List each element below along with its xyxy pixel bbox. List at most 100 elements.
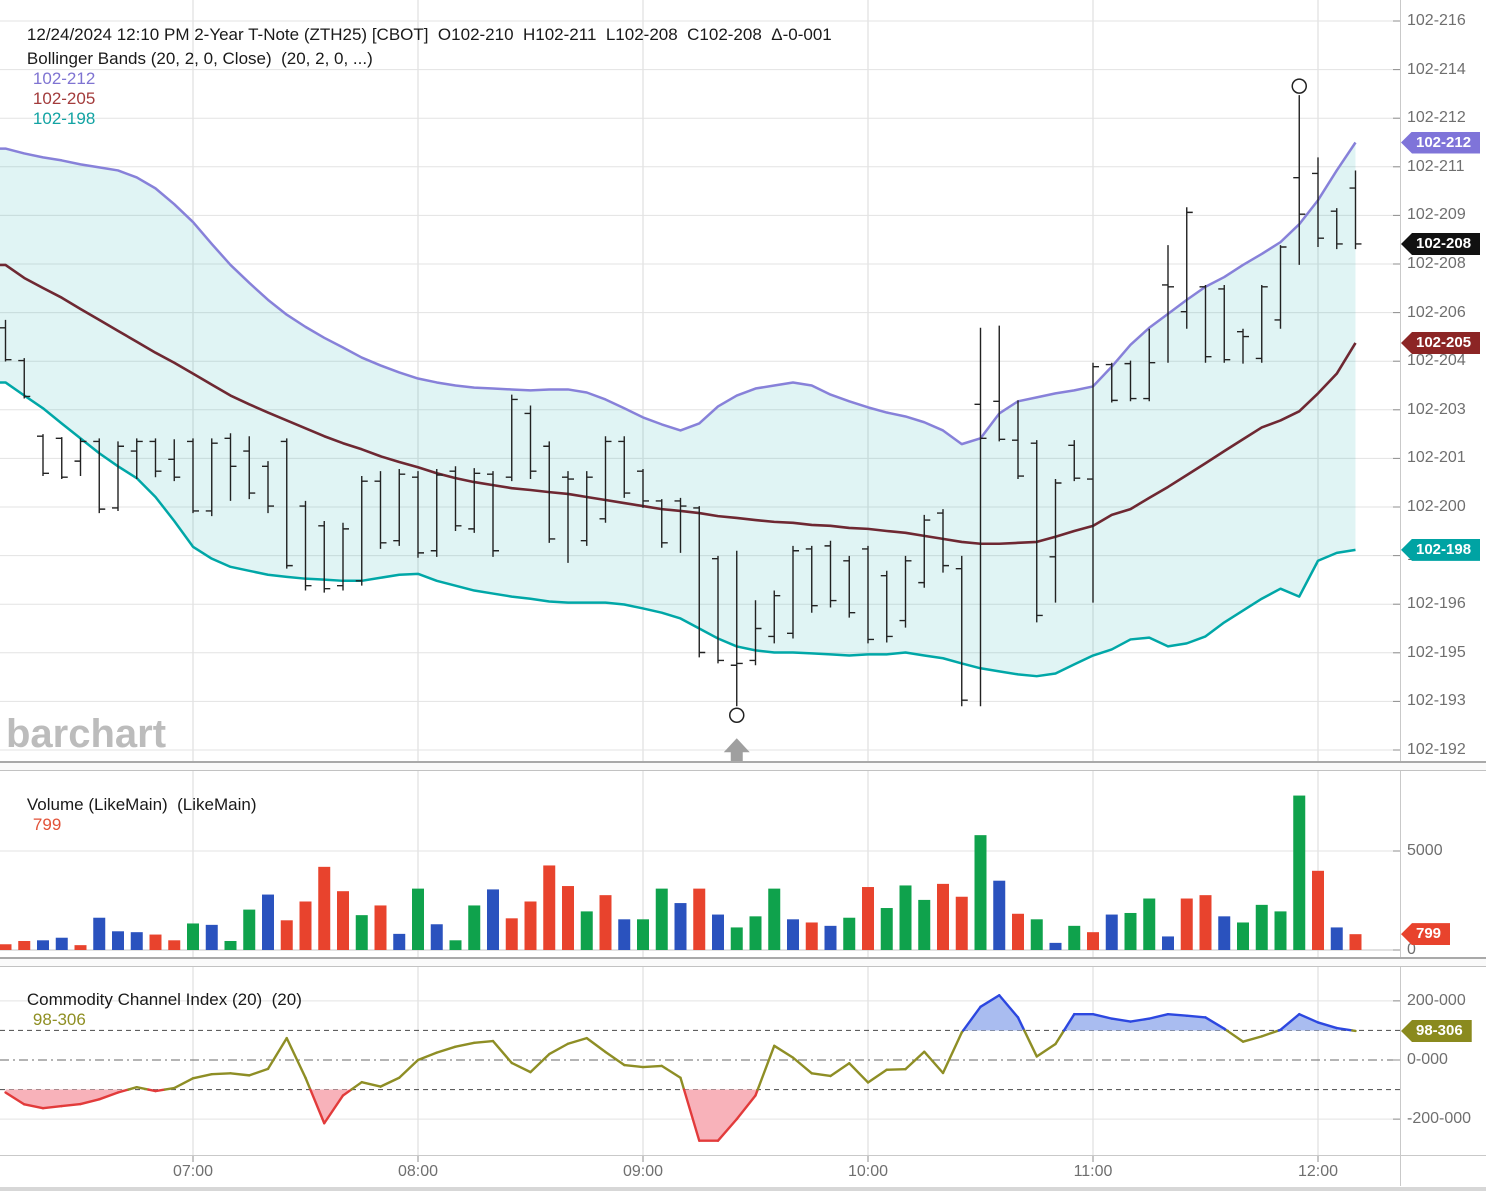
volume-bar[interactable] xyxy=(505,918,518,950)
ohlc-bar[interactable] xyxy=(1105,362,1118,403)
ohlc-bar[interactable] xyxy=(899,555,912,628)
ohlc-bar[interactable] xyxy=(393,469,406,546)
ohlc-bar[interactable] xyxy=(1012,400,1024,480)
volume-bar[interactable] xyxy=(55,937,68,950)
volume-bar[interactable] xyxy=(1199,895,1212,950)
ohlc-bar[interactable] xyxy=(1162,245,1174,363)
volume-bar[interactable] xyxy=(899,885,912,950)
ohlc-bar[interactable] xyxy=(787,545,799,639)
volume-bar[interactable] xyxy=(937,883,949,950)
ohlc-bar[interactable] xyxy=(937,509,949,573)
volume-bar[interactable] xyxy=(18,940,31,950)
volume-bar[interactable] xyxy=(993,880,1006,950)
volume-bar[interactable] xyxy=(637,919,649,950)
volume-bar[interactable] xyxy=(805,922,818,950)
price-bars[interactable] xyxy=(0,95,1362,707)
volume-bar[interactable] xyxy=(580,911,593,950)
ohlc-bar[interactable] xyxy=(337,522,349,591)
volume-bar[interactable] xyxy=(974,835,987,950)
volume-bar[interactable] xyxy=(768,888,781,950)
volume-bar[interactable] xyxy=(618,919,631,950)
volume-bar[interactable] xyxy=(149,934,162,950)
ohlc-bar[interactable] xyxy=(1030,440,1043,623)
volume-bar[interactable] xyxy=(1105,914,1118,950)
volume-bar[interactable] xyxy=(1330,927,1343,950)
ohlc-bar[interactable] xyxy=(318,520,331,593)
volume-bar[interactable] xyxy=(1087,932,1099,950)
ohlc-bar[interactable] xyxy=(149,438,162,478)
ohlc-bar[interactable] xyxy=(1087,362,1099,603)
bollinger-legend[interactable]: Bollinger Bands (20, 2, 0, Close) (20, 2… xyxy=(8,29,373,149)
ohlc-bar[interactable] xyxy=(468,468,481,533)
ohlc-bar[interactable] xyxy=(768,590,781,644)
ohlc-bar[interactable] xyxy=(712,555,724,664)
ohlc-bar[interactable] xyxy=(543,441,556,543)
volume-legend[interactable]: Volume (LikeMain) (LikeMain) 799 xyxy=(8,775,257,855)
cci-legend[interactable]: Commodity Channel Index (20) (20) 98-306 xyxy=(8,970,302,1050)
ohlc-bar[interactable] xyxy=(262,461,274,514)
volume-bar[interactable] xyxy=(224,940,237,950)
volume-bar[interactable] xyxy=(1293,795,1306,950)
volume-bar[interactable] xyxy=(1255,904,1268,950)
volume-bar[interactable] xyxy=(112,931,124,950)
ohlc-bar[interactable] xyxy=(280,438,293,569)
ohlc-bar[interactable] xyxy=(130,438,143,480)
ohlc-bar[interactable] xyxy=(1180,207,1193,329)
volume-bar[interactable] xyxy=(1180,898,1193,950)
ohlc-bar[interactable] xyxy=(880,570,893,643)
volume-bar[interactable] xyxy=(712,914,724,950)
ohlc-bar[interactable] xyxy=(824,540,837,608)
ohlc-bar[interactable] xyxy=(655,499,668,548)
volume-bar[interactable] xyxy=(599,895,612,950)
volume-bar[interactable] xyxy=(299,901,312,950)
volume-bar[interactable] xyxy=(1274,911,1287,950)
volume-bar[interactable] xyxy=(1349,934,1362,950)
volume-bar[interactable] xyxy=(655,888,668,950)
ohlc-bar[interactable] xyxy=(1218,284,1231,363)
ohlc-bar[interactable] xyxy=(1143,328,1156,402)
volume-bar[interactable] xyxy=(862,887,874,950)
volume-bar[interactable] xyxy=(1049,942,1062,950)
ohlc-bar[interactable] xyxy=(1049,479,1062,603)
ohlc-bar[interactable] xyxy=(1255,284,1268,363)
volume-bar[interactable] xyxy=(430,924,443,950)
volume-bar[interactable] xyxy=(1162,936,1174,950)
ohlc-bar[interactable] xyxy=(112,441,124,511)
ohlc-bar[interactable] xyxy=(505,394,518,482)
ohlc-bar[interactable] xyxy=(805,545,818,613)
ohlc-bar[interactable] xyxy=(1312,157,1324,247)
ohlc-bar[interactable] xyxy=(0,319,12,362)
panel-separator-volume[interactable] xyxy=(0,761,1486,771)
ohlc-bar[interactable] xyxy=(1349,170,1362,250)
ohlc-bar[interactable] xyxy=(37,434,49,477)
volume-bar[interactable] xyxy=(355,915,368,950)
volume-bar[interactable] xyxy=(824,925,837,950)
ohlc-bar[interactable] xyxy=(449,466,462,531)
volume-bar[interactable] xyxy=(37,940,49,950)
cci-plot[interactable] xyxy=(0,994,1400,1142)
ohlc-bar[interactable] xyxy=(487,471,499,557)
ohlc-bar[interactable] xyxy=(1124,360,1137,402)
volume-bar[interactable] xyxy=(374,905,387,950)
ohlc-bar[interactable] xyxy=(299,500,312,591)
volume-bar[interactable] xyxy=(543,865,556,950)
ohlc-bar[interactable] xyxy=(993,325,1006,442)
ohlc-bar[interactable] xyxy=(580,471,593,546)
ohlc-bar[interactable] xyxy=(205,438,218,517)
ohlc-bar[interactable] xyxy=(355,476,368,586)
volume-bar[interactable] xyxy=(1124,912,1137,950)
volume-bar[interactable] xyxy=(1237,922,1249,950)
ohlc-bar[interactable] xyxy=(1068,440,1081,482)
volume-bar[interactable] xyxy=(843,917,856,950)
ohlc-bar[interactable] xyxy=(730,550,743,707)
volume-bar[interactable] xyxy=(1218,916,1231,950)
volume-bars[interactable] xyxy=(0,795,1400,951)
panel-separator-cci[interactable] xyxy=(0,957,1486,967)
ohlc-bar[interactable] xyxy=(974,327,987,707)
volume-bar[interactable] xyxy=(187,923,199,950)
ohlc-bar[interactable] xyxy=(1237,328,1249,364)
volume-bar[interactable] xyxy=(243,909,256,950)
ohlc-bar[interactable] xyxy=(430,469,443,557)
ohlc-bar[interactable] xyxy=(1199,284,1212,363)
